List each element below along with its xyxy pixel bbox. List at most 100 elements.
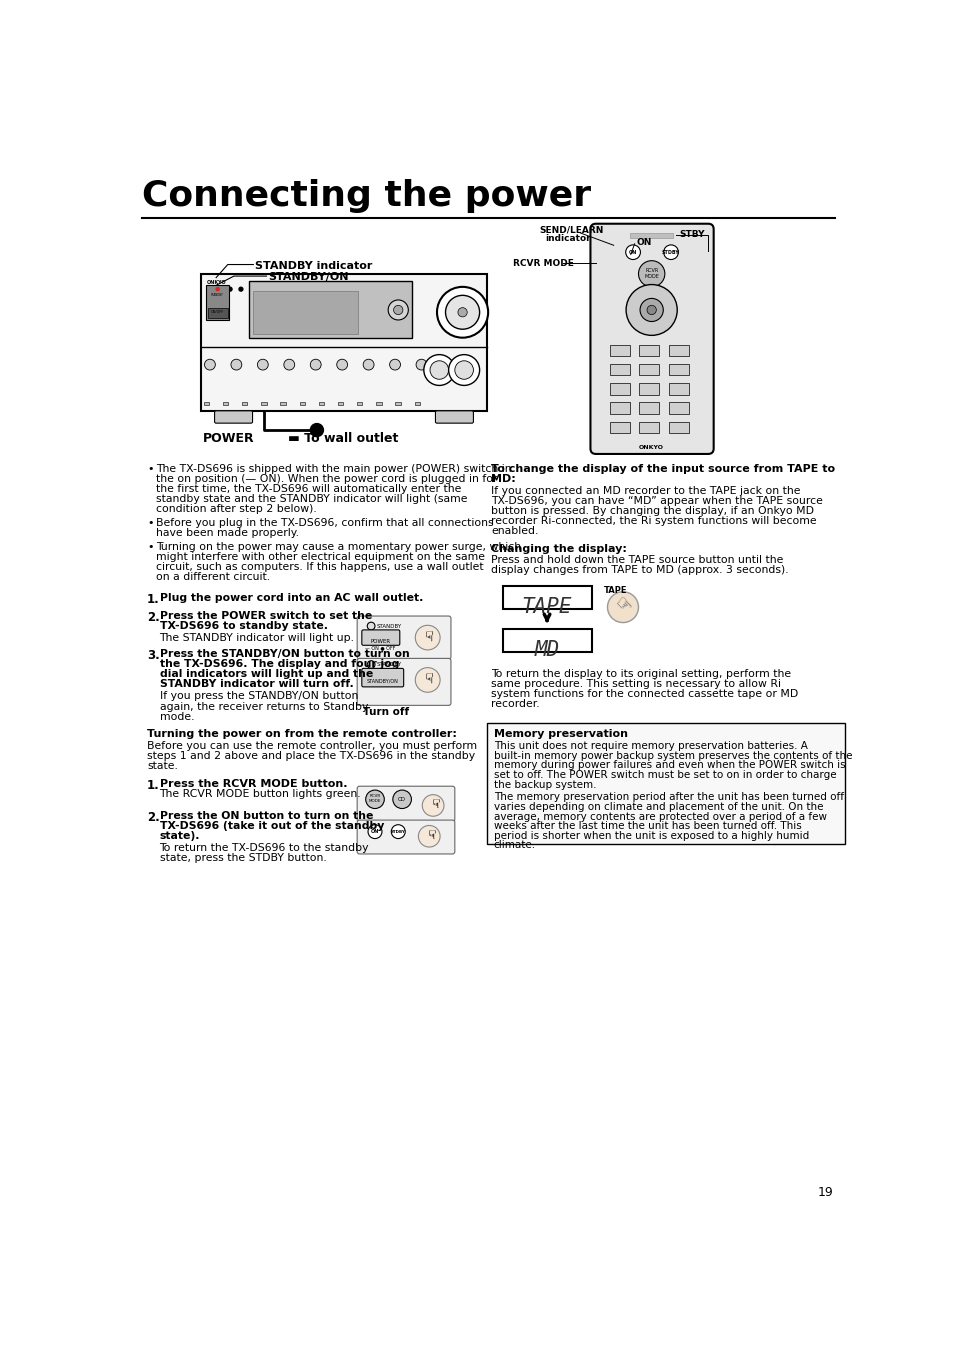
Text: Press the POWER switch to set the: Press the POWER switch to set the [159, 611, 372, 620]
Text: Memory preservation: Memory preservation [493, 728, 627, 739]
Circle shape [311, 424, 323, 436]
Circle shape [430, 361, 448, 380]
Text: TAPE: TAPE [603, 585, 626, 594]
Text: STANDBY: STANDBY [211, 293, 224, 297]
Text: Before you plug in the TX-DS696, confirm that all connections: Before you plug in the TX-DS696, confirm… [156, 517, 494, 528]
Bar [242, 401, 247, 405]
Bar [502, 585, 592, 609]
Text: RCVR
MODE: RCVR MODE [643, 269, 659, 280]
Text: This unit does not require memory preservation batteries. A: This unit does not require memory preser… [493, 742, 806, 751]
Circle shape [445, 296, 479, 330]
Circle shape [368, 824, 381, 839]
Text: dial indicators will light up and the: dial indicators will light up and the [159, 669, 373, 680]
Text: ☞: ☞ [422, 830, 436, 840]
Bar [253, 290, 357, 334]
Text: Press the RCVR MODE button.: Press the RCVR MODE button. [159, 778, 347, 789]
Bar [639, 345, 659, 357]
Circle shape [365, 790, 384, 808]
Text: STANDBY: STANDBY [376, 662, 401, 667]
Text: ☞: ☞ [420, 630, 435, 642]
Text: The RCVR MODE button lights green.: The RCVR MODE button lights green. [159, 789, 361, 800]
Circle shape [284, 359, 294, 370]
Bar [609, 363, 629, 376]
Text: ☞: ☞ [420, 673, 435, 685]
Text: The TX-DS696 is shipped with the main power (POWER) switch in: The TX-DS696 is shipped with the main po… [156, 463, 512, 474]
Text: 19: 19 [817, 1186, 833, 1200]
Circle shape [625, 245, 639, 259]
Bar [261, 401, 266, 405]
Text: steps 1 and 2 above and place the TX-DS696 in the standby: steps 1 and 2 above and place the TX-DS6… [147, 751, 475, 761]
FancyBboxPatch shape [361, 630, 399, 646]
Text: SEND/LEARN: SEND/LEARN [538, 226, 603, 234]
Text: state, press the STDBY button.: state, press the STDBY button. [159, 854, 326, 863]
Text: enabled.: enabled. [491, 527, 538, 536]
Text: might interfere with other electrical equipment on the same: might interfere with other electrical eq… [156, 551, 485, 562]
Bar [249, 281, 412, 338]
Circle shape [389, 359, 400, 370]
Text: climate.: climate. [493, 840, 536, 851]
Circle shape [418, 825, 439, 847]
Text: display changes from TAPE to MD (approx. 3 seconds).: display changes from TAPE to MD (approx.… [491, 565, 788, 574]
Circle shape [310, 359, 321, 370]
Bar [208, 308, 228, 319]
Text: Plug the power cord into an AC wall outlet.: Plug the power cord into an AC wall outl… [159, 593, 422, 603]
Text: the first time, the TX-DS696 will automatically enter the: the first time, the TX-DS696 will automa… [156, 484, 461, 494]
Text: circuit, such as computers. If this happens, use a wall outlet: circuit, such as computers. If this happ… [156, 562, 483, 571]
Circle shape [257, 359, 268, 370]
Bar [668, 384, 688, 394]
Text: on a different circuit.: on a different circuit. [156, 571, 271, 582]
Circle shape [367, 623, 375, 630]
Bar [668, 422, 688, 434]
Text: Before you can use the remote controller, you must perform: Before you can use the remote controller… [147, 740, 476, 751]
Bar [337, 401, 343, 405]
Bar [629, 232, 672, 238]
Text: To change the display of the input source from TAPE to: To change the display of the input sourc… [491, 463, 835, 474]
Text: RCVR
MODE: RCVR MODE [369, 794, 381, 802]
Bar [200, 274, 487, 411]
Circle shape [423, 354, 455, 385]
Text: the on position (— ON). When the power cord is plugged in for: the on position (— ON). When the power c… [156, 474, 497, 484]
Circle shape [448, 354, 479, 385]
Text: STANDBY/ON: STANDBY/ON [268, 273, 348, 282]
Circle shape [455, 361, 473, 380]
Text: 1.: 1. [147, 593, 160, 605]
Text: memory during power failures and even when the POWER switch is: memory during power failures and even wh… [493, 761, 844, 770]
Text: state.: state. [147, 761, 178, 771]
Circle shape [457, 308, 467, 317]
Circle shape [646, 305, 656, 315]
Text: the backup system.: the backup system. [493, 780, 596, 790]
FancyBboxPatch shape [356, 786, 455, 821]
Bar [280, 401, 286, 405]
Text: ONKYO: ONKYO [207, 280, 226, 285]
Circle shape [607, 592, 638, 623]
Text: TX-DS696 to standby state.: TX-DS696 to standby state. [159, 620, 327, 631]
Text: STANDBY indicator will turn off.: STANDBY indicator will turn off. [159, 680, 353, 689]
Text: ONKYO: ONKYO [639, 444, 663, 450]
Text: button is pressed. By changing the display, if an Onkyo MD: button is pressed. By changing the displ… [491, 507, 814, 516]
Bar [639, 363, 659, 376]
Text: To return the TX-DS696 to the standby: To return the TX-DS696 to the standby [159, 843, 369, 854]
Text: recorder.: recorder. [491, 698, 539, 709]
Bar [639, 422, 659, 434]
Text: Connecting the power: Connecting the power [142, 180, 591, 213]
Circle shape [393, 790, 411, 808]
Circle shape [213, 288, 216, 290]
Bar [318, 401, 324, 405]
Circle shape [436, 286, 488, 338]
Circle shape [663, 245, 678, 259]
Circle shape [415, 667, 439, 692]
Text: If you connected an MD recorder to the TAPE jack on the: If you connected an MD recorder to the T… [491, 486, 800, 496]
Text: built-in memory power backup system preserves the contents of the: built-in memory power backup system pres… [493, 751, 851, 761]
FancyBboxPatch shape [435, 411, 473, 423]
Circle shape [625, 285, 677, 335]
Text: POWER: POWER [370, 639, 390, 644]
Text: RCVR MODE: RCVR MODE [513, 259, 573, 267]
Bar [356, 401, 362, 405]
Bar [609, 345, 629, 357]
Circle shape [216, 288, 219, 290]
Text: ☞: ☞ [426, 798, 439, 809]
Text: varies depending on climate and placement of the unit. On the: varies depending on climate and placemen… [493, 802, 822, 812]
Text: 2.: 2. [147, 811, 160, 824]
Bar [609, 384, 629, 394]
Bar [395, 401, 400, 405]
